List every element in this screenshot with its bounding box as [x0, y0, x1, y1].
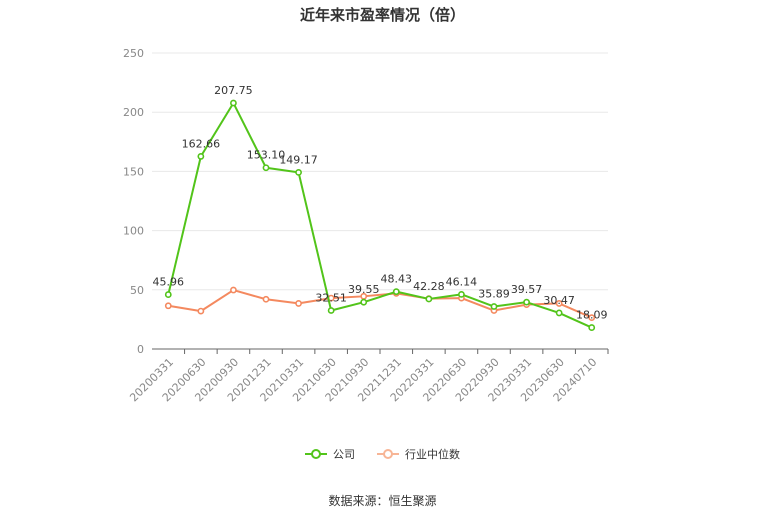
- data-point-industry-median: [164, 302, 172, 310]
- data-point-company: [327, 307, 335, 314]
- data-label: 42.28: [413, 280, 445, 293]
- data-point-industry-median: [588, 314, 596, 322]
- legend-item-company[interactable]: 公司: [305, 446, 355, 462]
- chart-title: 近年来市盈率情况（倍）: [299, 6, 465, 24]
- data-point-industry-median: [555, 300, 563, 307]
- legend-swatch-industry-median: [377, 449, 399, 459]
- y-tick-label: 200: [123, 106, 144, 119]
- data-label: 149.17: [279, 153, 318, 166]
- data-point-company: [262, 164, 270, 172]
- data-point-company: [197, 153, 205, 160]
- data-label: 48.43: [381, 273, 413, 286]
- data-label: 207.75: [214, 84, 253, 97]
- data-point-company: [360, 298, 368, 306]
- data-label: 153.10: [247, 149, 286, 162]
- data-point-industry-median: [295, 300, 302, 307]
- data-label: 32.51: [315, 292, 347, 305]
- y-tick-label: 250: [123, 47, 144, 60]
- data-point-industry-median: [230, 286, 237, 294]
- data-label: 30.47: [543, 294, 575, 307]
- legend-item-industry-median[interactable]: 行业中位数: [377, 446, 460, 462]
- data-label: 162.66: [182, 137, 221, 150]
- data-label: 35.89: [478, 288, 510, 301]
- source-note: 数据来源：恒生聚源: [328, 494, 437, 508]
- series-line-industry-median: [168, 289, 593, 319]
- data-point-company: [164, 291, 172, 298]
- data-label: 45.96: [153, 276, 185, 289]
- y-tick-label: 0: [137, 343, 144, 356]
- data-point-industry-median: [197, 307, 205, 315]
- data-label: 46.14: [446, 275, 478, 288]
- series-line-company: [167, 102, 593, 329]
- data-point-industry-median: [262, 295, 270, 303]
- data-point-company: [458, 290, 465, 298]
- legend-swatch-company: [305, 449, 327, 459]
- y-tick-label: 50: [130, 284, 144, 297]
- y-tick-label: 150: [123, 165, 144, 178]
- data-label: 39.55: [348, 283, 380, 296]
- data-label: 39.57: [511, 283, 543, 296]
- data-point-company: [555, 309, 563, 317]
- legend: 公司 行业中位数: [0, 446, 765, 462]
- data-point-company: [523, 298, 530, 306]
- data-point-company: [392, 288, 400, 296]
- legend-label-industry-median: 行业中位数: [405, 448, 460, 461]
- legend-label-company: 公司: [333, 448, 355, 461]
- data-point-company: [588, 324, 596, 331]
- line-chart: 0501001502002502020033120200630202009302…: [123, 47, 609, 404]
- data-label: 18.09: [576, 309, 608, 322]
- data-point-company: [295, 168, 302, 176]
- data-point-company: [425, 295, 433, 303]
- data-point-company: [490, 303, 498, 310]
- y-tick-label: 100: [123, 225, 144, 238]
- data-point-company: [230, 99, 237, 107]
